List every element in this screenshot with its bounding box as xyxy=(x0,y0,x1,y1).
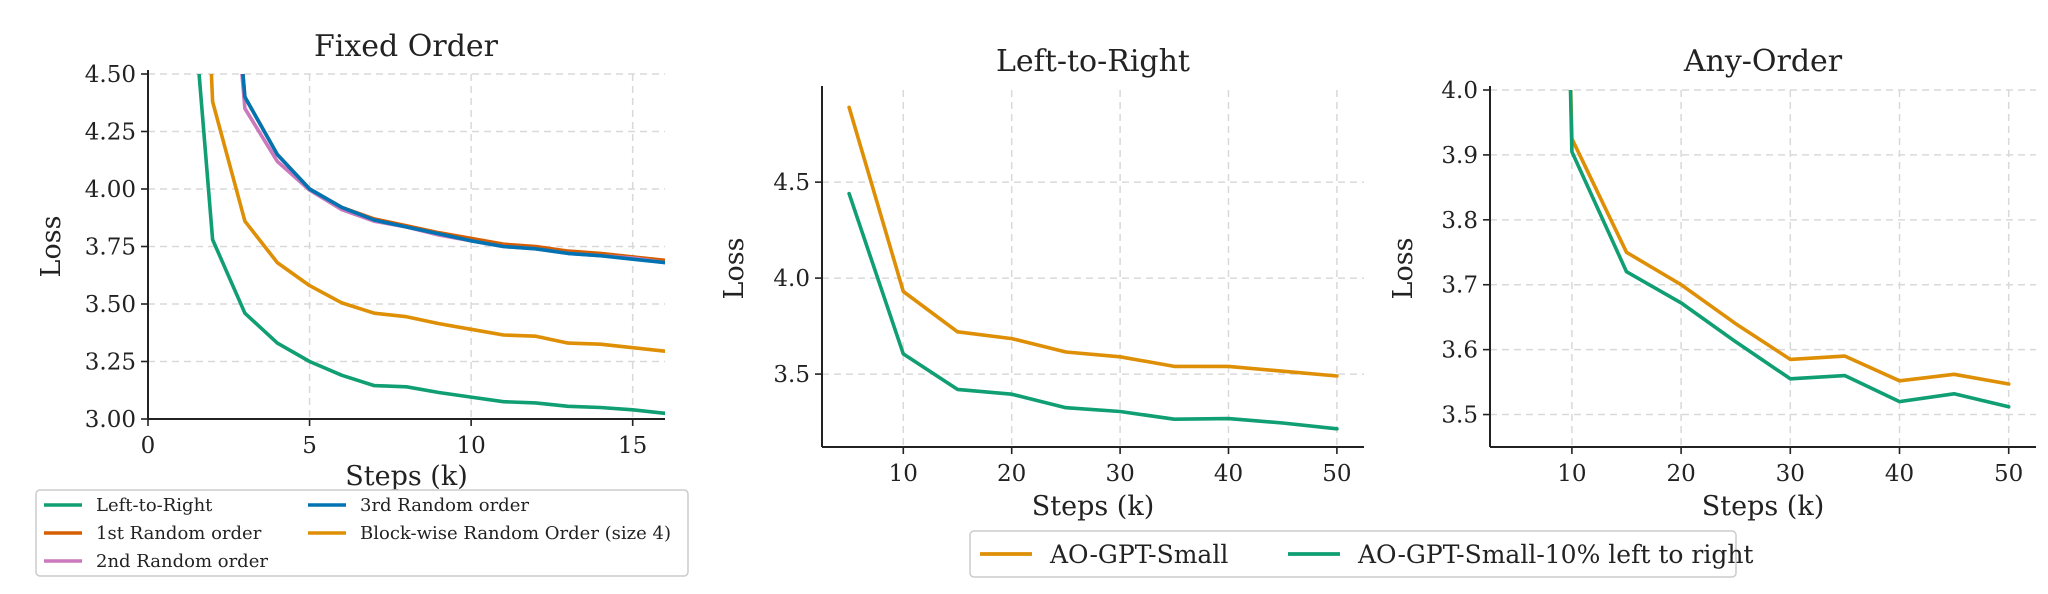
legend-label: AO-GPT-Small xyxy=(1049,540,1228,569)
y-tick-label: 4.50 xyxy=(85,62,136,88)
series-group xyxy=(197,74,665,416)
y-tick-label: 3.25 xyxy=(85,350,136,376)
y-tick-label: 3.5 xyxy=(773,362,810,388)
chart-title: Any-Order xyxy=(1683,44,1843,79)
y-axis-label: Loss xyxy=(36,216,67,278)
series-group xyxy=(847,105,1339,431)
chart-title: Fixed Order xyxy=(314,29,499,64)
legend-label: 3rd Random order xyxy=(360,495,529,516)
chart-title: Left-to-Right xyxy=(996,44,1190,79)
x-tick-label: 10 xyxy=(456,433,485,459)
x-tick-label: 50 xyxy=(1994,461,2023,487)
series-line xyxy=(241,74,665,265)
x-tick-label: 40 xyxy=(1214,461,1243,487)
series-group xyxy=(1568,90,2011,409)
series-line xyxy=(197,74,665,416)
y-tick-label: 3.6 xyxy=(1441,338,1478,364)
fixed-order-panel: 0 5 10 15 3.00 3.25 3.50 3.75 4.00 4.25 4.50 Fixed … xyxy=(36,29,665,492)
series-line xyxy=(847,191,1339,431)
y-tick-label: 3.75 xyxy=(85,235,136,261)
x-tick-label: 10 xyxy=(889,461,918,487)
x-tick-label: 30 xyxy=(1776,461,1805,487)
legend-label: AO-GPT-Small-10% left to right xyxy=(1357,540,1753,569)
x-tick-label: 5 xyxy=(302,433,317,459)
y-tick-label: 4.5 xyxy=(773,170,810,196)
x-tick-label: 0 xyxy=(141,433,156,459)
y-tick-label: 3.9 xyxy=(1441,143,1478,169)
legend-label: Left-to-Right xyxy=(96,495,213,516)
shared-legend: AO-GPT-Small AO-GPT-Small-10% left to rig… xyxy=(969,530,1753,578)
legend-label: Block-wise Random Order (size 4) xyxy=(360,523,671,544)
x-tick-label: 50 xyxy=(1322,461,1351,487)
y-tick-label: 3.50 xyxy=(85,292,136,318)
y-tick-label: 3.8 xyxy=(1441,208,1478,234)
legend-box xyxy=(969,530,1737,578)
x-tick-label: 10 xyxy=(1557,461,1586,487)
left-to-right-panel: 10 20 30 40 50 3.5 4.0 4.5 Left-to-Right Steps (k… xyxy=(719,44,1364,522)
x-tick-label: 30 xyxy=(1105,461,1134,487)
y-tick-label: 3.7 xyxy=(1441,273,1478,299)
series-line xyxy=(1568,90,2011,386)
legend-box xyxy=(35,489,689,577)
y-tick-label: 3.5 xyxy=(1441,403,1478,429)
x-tick-label: 20 xyxy=(1666,461,1695,487)
y-tick-label: 4.25 xyxy=(85,120,136,146)
series-line xyxy=(1568,90,2011,409)
legend-label: 2nd Random order xyxy=(96,551,268,572)
series-line xyxy=(847,105,1339,378)
y-tick-label: 4.0 xyxy=(1441,78,1478,104)
y-axis-label: Loss xyxy=(719,238,750,300)
y-tick-label: 3.00 xyxy=(85,407,136,433)
any-order-panel: 10 20 30 40 50 3.5 3.6 3.7 3.8 3.9 4.0 Any-Order Ste… xyxy=(1388,44,2036,522)
x-axis-label: Steps (k) xyxy=(1032,491,1154,522)
y-axis-label: Loss xyxy=(1388,238,1419,300)
x-axis-label: Steps (k) xyxy=(1702,491,1824,522)
x-axis-label: Steps (k) xyxy=(345,461,467,492)
series-line xyxy=(209,74,665,354)
x-tick-label: 40 xyxy=(1885,461,1914,487)
x-tick-label: 15 xyxy=(618,433,647,459)
legend-label: 1st Random order xyxy=(96,523,262,544)
x-tick-label: 20 xyxy=(997,461,1026,487)
y-tick-label: 4.0 xyxy=(773,266,810,292)
y-tick-label: 4.00 xyxy=(85,177,136,203)
fixed-order-legend: Left-to-Right 1st Random order 2nd Random … xyxy=(35,489,689,577)
